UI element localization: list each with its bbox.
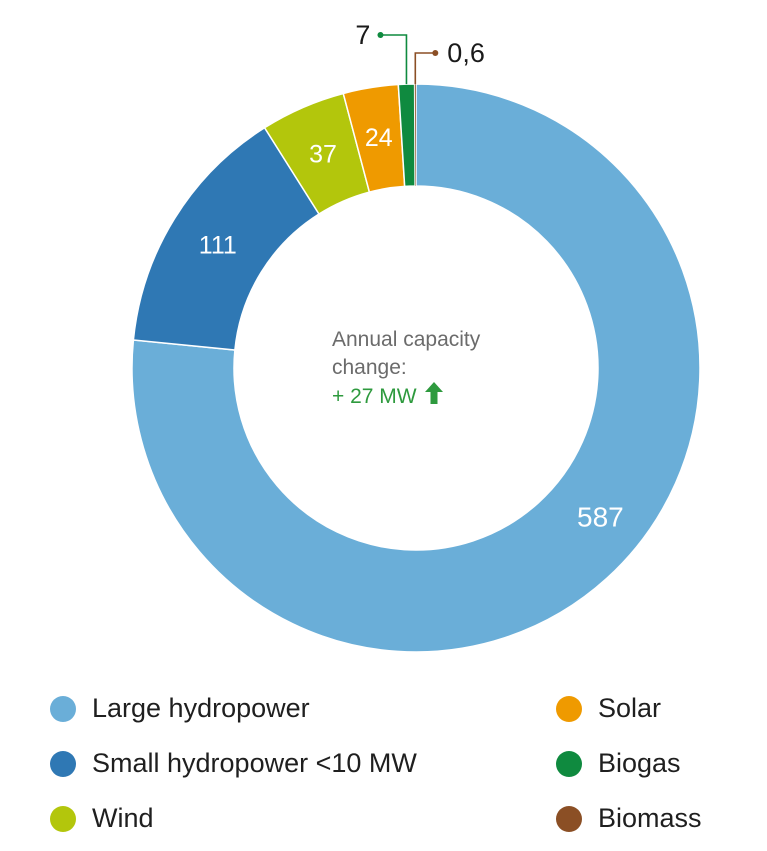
- legend-label: Large hydropower: [92, 693, 310, 723]
- leader-line-biogas: [380, 34, 408, 85]
- leader-lines: [377, 32, 439, 85]
- leader-line-biomass: [414, 52, 436, 85]
- data-label-solar: 24: [365, 124, 393, 152]
- data-label-biomass: 0,6: [447, 38, 485, 68]
- data-label-large-hydropower: 587: [577, 501, 624, 532]
- donut-chart: 587 111 37 24 7 0,6: [131, 20, 701, 653]
- capacity-change: + 27 MW: [332, 382, 532, 412]
- legend-swatch: [556, 750, 582, 777]
- legend-label: Small hydropower <10 MW: [92, 748, 417, 778]
- legend-item-biogas: Biogas: [556, 748, 681, 779]
- legend-item-biomass: Biomass: [556, 803, 702, 834]
- legend-item-wind: Wind: [50, 803, 154, 834]
- data-label-wind: 37: [309, 140, 337, 168]
- legend: Large hydropower Small hydropower <10 MW…: [0, 680, 767, 851]
- legend-swatch: [556, 805, 582, 832]
- legend-swatch: [50, 750, 76, 777]
- legend-item-large-hydropower: Large hydropower: [50, 693, 310, 724]
- legend-item-small-hydropower: Small hydropower <10 MW: [50, 748, 417, 779]
- legend-swatch: [50, 695, 76, 722]
- data-label-small-hydropower-10-mw: 111: [199, 231, 237, 259]
- slice-biomass: [414, 83, 417, 187]
- legend-label: Solar: [598, 693, 662, 723]
- donut-slices: [131, 83, 701, 653]
- center-annotation: Annual capacity change: + 27 MW: [332, 326, 532, 412]
- up-arrow-icon: [424, 382, 443, 412]
- data-label-biogas: 7: [355, 20, 370, 50]
- legend-item-solar: Solar: [556, 693, 661, 724]
- center-line-2: change:: [332, 356, 407, 379]
- center-line-1: Annual capacity: [332, 328, 481, 351]
- legend-label: Biogas: [598, 748, 681, 778]
- data-labels: 587 111 37 24 7 0,6: [199, 20, 624, 532]
- legend-swatch: [556, 695, 582, 722]
- legend-swatch: [50, 805, 76, 832]
- slice-large-hydropower: [131, 83, 701, 653]
- capacity-change-value: + 27 MW: [332, 385, 417, 408]
- leader-dot-biomass: [432, 50, 439, 56]
- legend-label: Wind: [92, 803, 154, 833]
- leader-dot-biogas: [377, 32, 384, 38]
- legend-label: Biomass: [598, 803, 702, 833]
